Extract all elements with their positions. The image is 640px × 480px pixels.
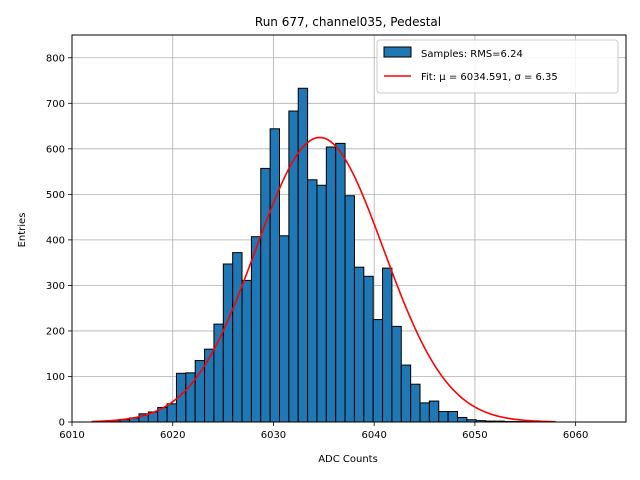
histogram-bar bbox=[363, 275, 374, 423]
histogram-bar bbox=[400, 364, 412, 423]
x-tick-label: 6010 bbox=[59, 430, 84, 441]
x-tick-label: 6030 bbox=[261, 430, 286, 441]
y-tick-label: 0 bbox=[59, 418, 65, 429]
histogram-bar bbox=[288, 110, 299, 423]
histogram-bar bbox=[353, 266, 365, 423]
legend: Samples: RMS=6.24 Fit: μ = 6034.591, σ =… bbox=[376, 39, 619, 94]
y-tick-label: 200 bbox=[46, 326, 65, 337]
legend-label-fit: Fit: μ = 6034.591, σ = 6.35 bbox=[421, 72, 558, 83]
x-axis-label: ADC Counts bbox=[318, 454, 378, 465]
histogram-bar bbox=[194, 360, 206, 423]
legend-label-samples: Samples: RMS=6.24 bbox=[421, 49, 523, 60]
histogram-bar bbox=[307, 179, 318, 423]
histogram-bar bbox=[166, 403, 177, 423]
histogram-bar bbox=[325, 146, 337, 423]
y-axis-label: Entries bbox=[17, 213, 28, 248]
histogram-bar bbox=[382, 267, 393, 423]
histogram-bar bbox=[260, 167, 271, 423]
histogram-bar bbox=[410, 383, 421, 423]
histogram-bar bbox=[269, 128, 280, 423]
x-tick-label: 6050 bbox=[462, 430, 487, 441]
histogram-bar bbox=[316, 184, 327, 423]
legend-swatch-samples bbox=[383, 46, 412, 58]
chart-title: Run 677, channel035, Pedestal bbox=[255, 15, 441, 29]
y-tick-label: 400 bbox=[46, 235, 65, 246]
histogram-bar bbox=[222, 263, 234, 423]
histogram-bar bbox=[428, 400, 440, 423]
plot-frame bbox=[71, 34, 627, 423]
y-tick-label: 300 bbox=[46, 281, 65, 292]
histogram-bar bbox=[419, 402, 430, 423]
histogram-bar bbox=[447, 411, 458, 423]
x-tick-label: 6060 bbox=[563, 430, 588, 441]
y-tick-label: 800 bbox=[46, 53, 65, 64]
histogram-bar bbox=[335, 142, 346, 423]
histogram-bar bbox=[372, 319, 384, 423]
fit-curve bbox=[92, 136, 556, 423]
histogram-bars bbox=[91, 87, 552, 423]
histogram-bar bbox=[250, 236, 262, 423]
y-tick-label: 500 bbox=[46, 190, 65, 201]
y-tick-label: 100 bbox=[46, 372, 65, 383]
x-tick-label: 6040 bbox=[361, 430, 386, 441]
y-tick-label: 600 bbox=[46, 144, 65, 155]
axis-ticks: 6010 6020 6030 6040 6050 6060 0 100 200 300 400 500… bbox=[46, 53, 588, 441]
x-tick-label: 6020 bbox=[160, 430, 185, 441]
legend-box bbox=[376, 39, 619, 94]
histogram-bar bbox=[344, 195, 355, 423]
histogram-bar bbox=[241, 279, 252, 423]
y-tick-label: 700 bbox=[46, 99, 65, 110]
histogram-bar bbox=[278, 235, 290, 423]
histogram-bar bbox=[456, 416, 468, 423]
histogram-bar bbox=[232, 252, 243, 423]
histogram-bar bbox=[438, 411, 449, 423]
histogram-bar bbox=[297, 87, 309, 423]
histogram-bar bbox=[204, 348, 215, 423]
histogram-bar bbox=[391, 325, 402, 423]
